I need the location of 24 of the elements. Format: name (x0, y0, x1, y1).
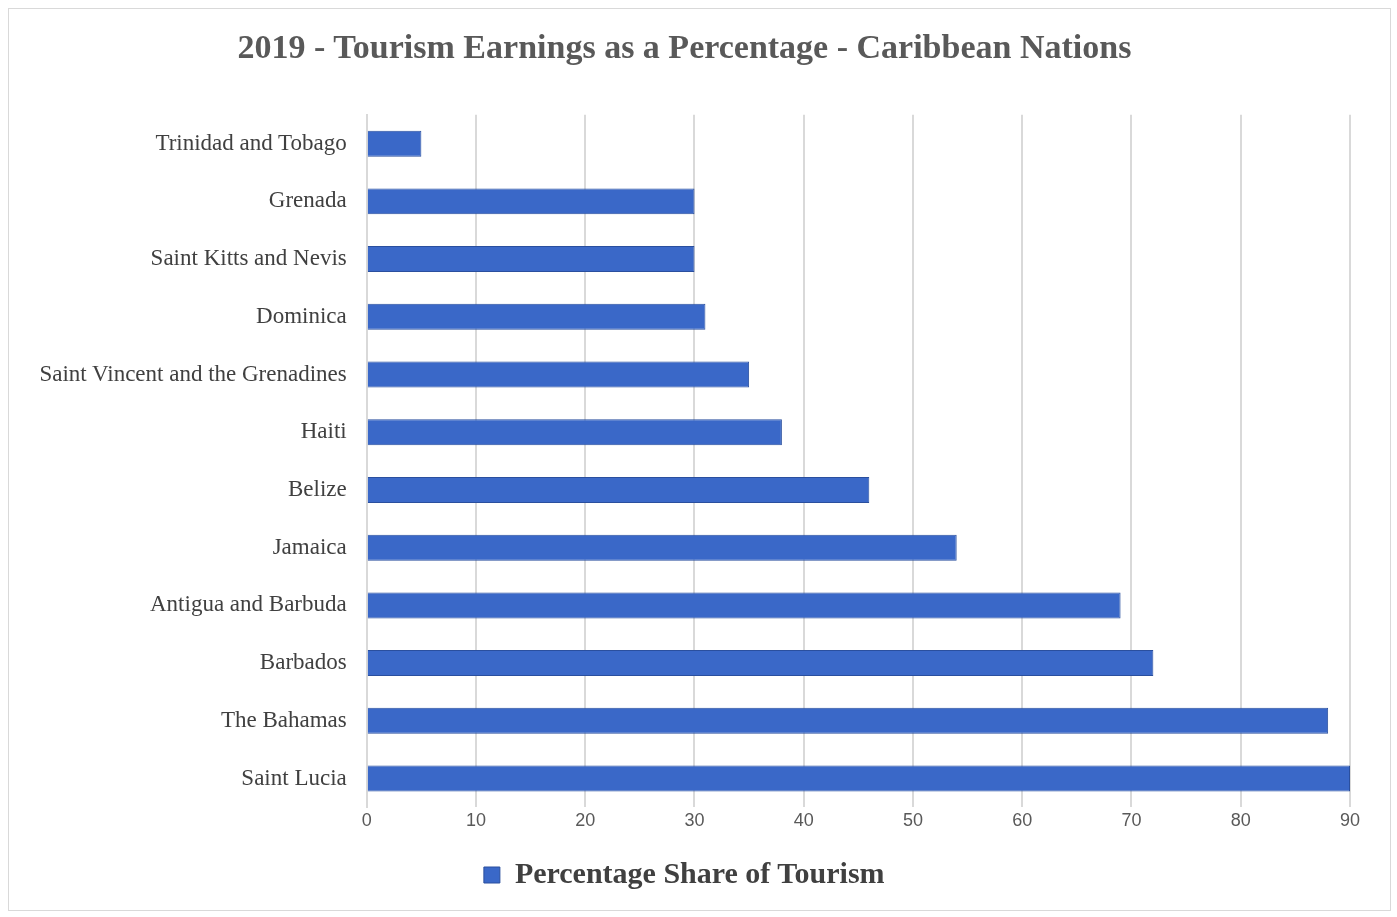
y-tick-label: Trinidad and Tobago (155, 129, 347, 155)
x-tick-label: 0 (361, 810, 372, 831)
x-tick-label: 10 (465, 810, 487, 831)
y-tick-label: Dominica (256, 302, 347, 328)
x-tick-label: 30 (684, 810, 705, 831)
y-tick-label: The Bahamas (220, 706, 347, 732)
y-tick-label: Belize (288, 476, 347, 502)
x-tick-label: 80 (1230, 810, 1251, 831)
legend-label: Percentage Share of Tourism (514, 855, 885, 889)
y-tick-label: Antigua and Barbuda (150, 591, 347, 617)
y-tick-label: Jamaica (272, 533, 347, 559)
x-tick-label: 60 (1012, 810, 1033, 831)
y-tick-label: Saint Vincent and the Grenadines (39, 360, 347, 386)
x-tick-label: 70 (1121, 810, 1142, 831)
y-tick-label: Saint Kitts and Nevis (150, 245, 347, 271)
x-tick-label: 20 (575, 810, 596, 831)
chart-title: 2019 - Tourism Earnings as a Percentage - Caribbean Nations (237, 28, 1132, 66)
x-tick-label: 40 (793, 810, 814, 831)
x-tick-label: 50 (902, 810, 924, 831)
y-tick-label: Saint Lucia (241, 764, 347, 790)
x-tick-label: 90 (1339, 810, 1361, 831)
y-tick-label: Haiti (300, 418, 347, 444)
y-tick-label: Barbados (259, 649, 347, 675)
y-tick-label: Grenada (268, 187, 347, 213)
